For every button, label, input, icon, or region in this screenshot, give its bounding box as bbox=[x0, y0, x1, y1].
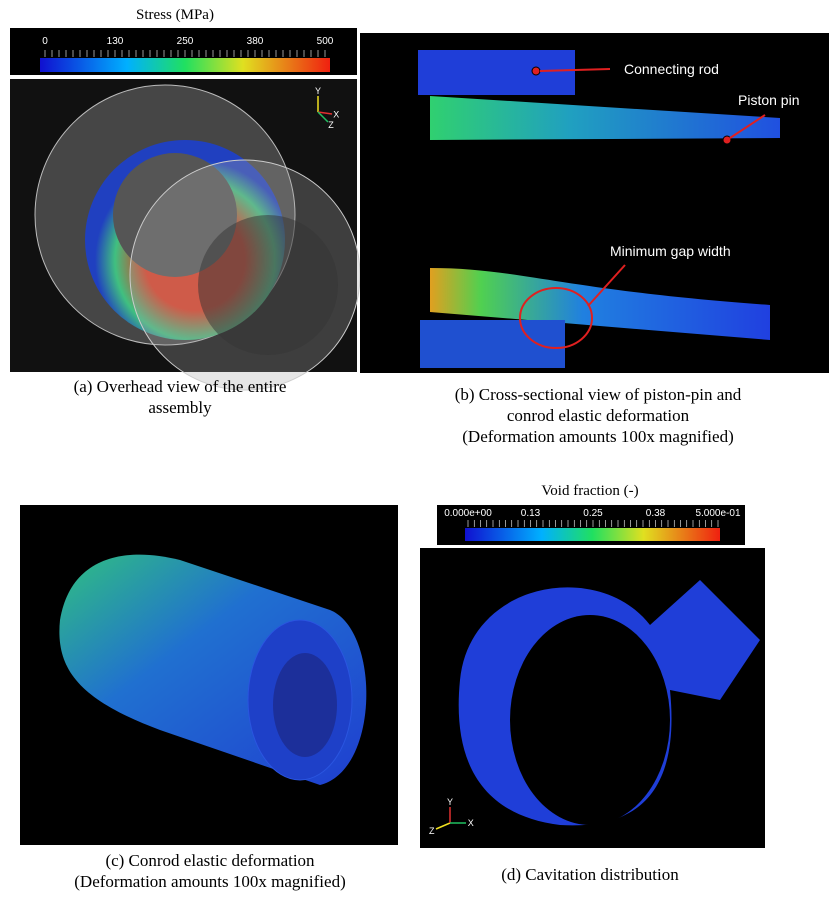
axis-label: X bbox=[468, 818, 474, 828]
colorbar-tick-label: 130 bbox=[107, 36, 124, 47]
colorbar bbox=[40, 58, 330, 72]
caption: (b) Cross-sectional view of piston-pin a… bbox=[455, 385, 742, 404]
colorbar-tick-label: 0.000e+00 bbox=[444, 508, 492, 519]
colorbar-tick-label: 0.13 bbox=[521, 508, 541, 519]
colorbar-tick-label: 5.000e-01 bbox=[695, 508, 740, 519]
colorbar-title: Void fraction (-) bbox=[541, 483, 638, 499]
axis-label: X bbox=[333, 110, 339, 120]
colorbar-tick-label: 500 bbox=[317, 36, 334, 47]
caption: (Deformation amounts 100x magnified) bbox=[462, 427, 733, 446]
caption: assembly bbox=[148, 398, 212, 417]
bore bbox=[510, 615, 670, 825]
colorbar-title: Stress (MPa) bbox=[136, 7, 214, 23]
colorbar-tick-label: 380 bbox=[247, 36, 264, 47]
colorbar-tick-label: 0.25 bbox=[583, 508, 603, 519]
colorbar-tick-label: 250 bbox=[177, 36, 194, 47]
caption: (Deformation amounts 100x magnified) bbox=[74, 872, 345, 891]
colorbar-tick-label: 0.38 bbox=[646, 508, 666, 519]
pin-bore bbox=[198, 215, 338, 355]
colorbar-tick-label: 0 bbox=[42, 36, 48, 47]
connecting-rod-lower bbox=[420, 320, 565, 368]
label: Minimum gap width bbox=[610, 243, 731, 259]
marker bbox=[532, 67, 540, 75]
label: Connecting rod bbox=[624, 61, 719, 77]
caption: (a) Overhead view of the entire bbox=[74, 377, 287, 396]
axis-label: Z bbox=[429, 826, 435, 836]
connecting-rod bbox=[418, 50, 575, 95]
figure: Stress (MPa) 0130250380500 YXZ (a) Overh… bbox=[0, 0, 829, 897]
axis-label: Y bbox=[447, 797, 453, 807]
conrod-bore bbox=[273, 653, 337, 757]
caption: (c) Conrod elastic deformation bbox=[105, 851, 315, 870]
caption: conrod elastic deformation bbox=[507, 406, 690, 425]
label: Piston pin bbox=[738, 92, 799, 108]
colorbar bbox=[465, 528, 720, 541]
axis-label: Y bbox=[315, 86, 321, 96]
axis-label: Z bbox=[328, 120, 334, 130]
caption: (d) Cavitation distribution bbox=[501, 865, 679, 884]
